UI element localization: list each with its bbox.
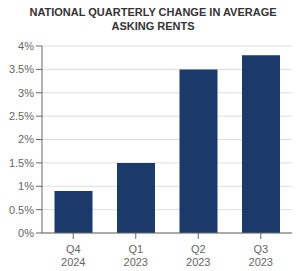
html-text:ASKING RENTS: ASKING RENTS bbox=[111, 20, 195, 32]
svg-text:2.5%: 2.5% bbox=[9, 110, 34, 122]
svg-text:Q22023: Q22023 bbox=[186, 243, 210, 268]
svg-text:2%: 2% bbox=[18, 133, 34, 145]
svg-text:0%: 0% bbox=[18, 227, 34, 239]
svg-text:0.5%: 0.5% bbox=[9, 204, 34, 216]
svg-text:4%: 4% bbox=[18, 40, 34, 52]
svg-text:Q32023: Q32023 bbox=[249, 243, 273, 268]
svg-text:3.5%: 3.5% bbox=[9, 63, 34, 75]
svg-text:1%: 1% bbox=[18, 180, 34, 192]
svg-text:3%: 3% bbox=[18, 87, 34, 99]
html-text:NATIONAL QUARTERLY CHANGE IN A: NATIONAL QUARTERLY CHANGE IN AVERAGE bbox=[29, 6, 277, 18]
svg-text:Q12023: Q12023 bbox=[124, 243, 148, 268]
svg-text:1.5%: 1.5% bbox=[9, 157, 34, 169]
svg-text:Q42024: Q42024 bbox=[61, 243, 85, 268]
